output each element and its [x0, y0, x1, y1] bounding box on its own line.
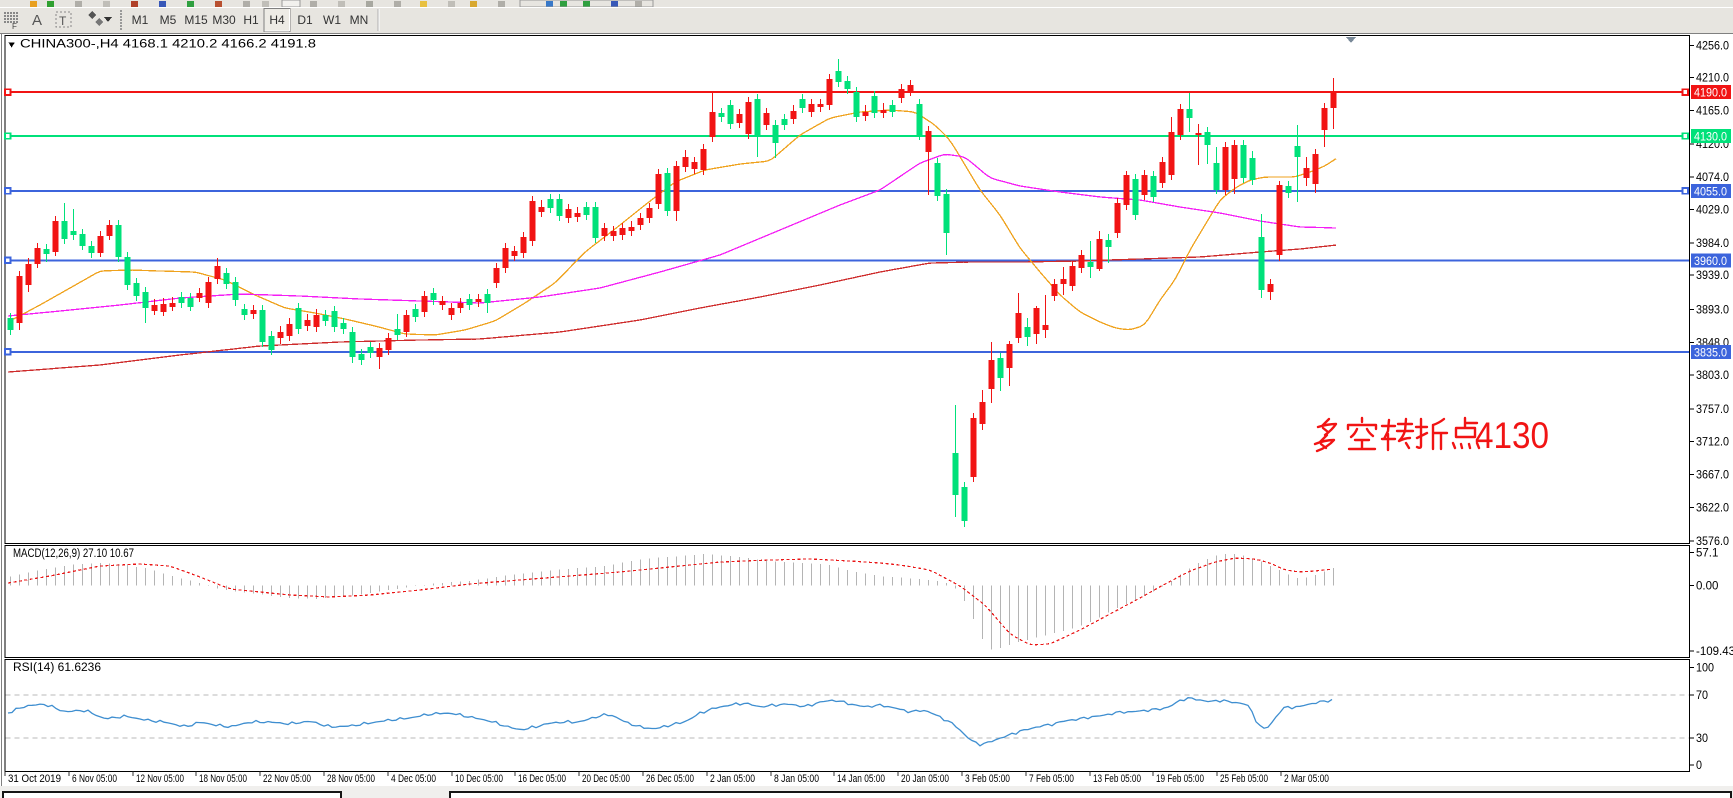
svg-text:8 Jan 05:00: 8 Jan 05:00: [774, 773, 819, 785]
svg-text:4 Dec 05:00: 4 Dec 05:00: [391, 773, 436, 785]
svg-text:4210.0: 4210.0: [1696, 73, 1729, 85]
svg-text:13 Feb 05:00: 13 Feb 05:00: [1093, 773, 1141, 785]
svg-text:M15: M15: [184, 13, 208, 27]
svg-text:3960.0: 3960.0: [1694, 256, 1727, 268]
svg-text:3939.0: 3939.0: [1696, 270, 1729, 282]
svg-text:4130.0: 4130.0: [1694, 132, 1727, 144]
svg-text:-109.43: -109.43: [1696, 646, 1733, 658]
svg-text:M1: M1: [132, 13, 149, 27]
svg-text:70: 70: [1696, 690, 1708, 702]
svg-text:3712.0: 3712.0: [1696, 437, 1729, 449]
svg-text:MACD(12,26,9) 27.10 10.67: MACD(12,26,9) 27.10 10.67: [13, 548, 134, 560]
svg-text:H4: H4: [269, 13, 285, 27]
svg-text:4074.0: 4074.0: [1696, 172, 1729, 184]
svg-text:57.1: 57.1: [1696, 548, 1718, 560]
svg-text:4055.0: 4055.0: [1694, 186, 1727, 198]
svg-text:22 Nov 05:00: 22 Nov 05:00: [263, 773, 311, 785]
svg-text:3803.0: 3803.0: [1696, 370, 1729, 382]
svg-text:4130: 4130: [1475, 415, 1549, 456]
svg-text:19 Feb 05:00: 19 Feb 05:00: [1156, 773, 1204, 785]
svg-text:20 Jan 05:00: 20 Jan 05:00: [901, 773, 949, 785]
svg-text:W1: W1: [323, 13, 341, 27]
svg-text:26 Dec 05:00: 26 Dec 05:00: [646, 773, 694, 785]
svg-text:18 Nov 05:00: 18 Nov 05:00: [199, 773, 247, 785]
svg-text:3 Feb 05:00: 3 Feb 05:00: [965, 773, 1010, 785]
svg-text:0: 0: [1696, 760, 1702, 772]
svg-text:H1: H1: [243, 13, 259, 27]
svg-text:10 Dec 05:00: 10 Dec 05:00: [455, 773, 503, 785]
svg-text:2 Jan 05:00: 2 Jan 05:00: [710, 773, 755, 785]
svg-text:31 Oct 2019: 31 Oct 2019: [8, 773, 61, 785]
svg-text:F: F: [12, 22, 17, 31]
svg-text:16 Dec 05:00: 16 Dec 05:00: [518, 773, 566, 785]
svg-text:2 Mar 05:00: 2 Mar 05:00: [1284, 773, 1329, 785]
svg-text:3984.0: 3984.0: [1696, 238, 1729, 250]
svg-text:4256.0: 4256.0: [1696, 41, 1729, 53]
svg-text:3893.0: 3893.0: [1696, 304, 1729, 316]
svg-text:3757.0: 3757.0: [1696, 404, 1729, 416]
svg-text:0.00: 0.00: [1696, 580, 1718, 592]
svg-text:3835.0: 3835.0: [1694, 347, 1727, 359]
svg-text:6 Nov 05:00: 6 Nov 05:00: [72, 773, 117, 785]
svg-text:14 Jan 05:00: 14 Jan 05:00: [837, 773, 885, 785]
svg-text:A: A: [32, 12, 42, 29]
svg-text:D1: D1: [297, 13, 313, 27]
svg-text:25 Feb 05:00: 25 Feb 05:00: [1220, 773, 1268, 785]
svg-text:3622.0: 3622.0: [1696, 503, 1729, 515]
svg-text:4190.0: 4190.0: [1694, 88, 1727, 100]
svg-text:30: 30: [1696, 733, 1708, 745]
svg-text:4165.0: 4165.0: [1696, 106, 1729, 118]
svg-text:12 Nov 05:00: 12 Nov 05:00: [136, 773, 184, 785]
svg-text:7 Feb 05:00: 7 Feb 05:00: [1029, 773, 1074, 785]
svg-text:4029.0: 4029.0: [1696, 204, 1729, 216]
svg-text:M30: M30: [212, 13, 236, 27]
svg-text:T: T: [59, 14, 67, 28]
svg-text:20 Dec 05:00: 20 Dec 05:00: [582, 773, 630, 785]
svg-text:MN: MN: [350, 13, 369, 27]
svg-text:3667.0: 3667.0: [1696, 470, 1729, 482]
svg-text:3576.0: 3576.0: [1696, 536, 1729, 548]
svg-text:M5: M5: [160, 13, 177, 27]
svg-text:100: 100: [1696, 663, 1714, 675]
svg-text:28 Nov 05:00: 28 Nov 05:00: [327, 773, 375, 785]
svg-text:CHINA300-,H4 4168.1 4210.2 41: CHINA300-,H4 4168.1 4210.2 4166.2 4191.8: [20, 39, 316, 51]
svg-text:RSI(14) 61.6236: RSI(14) 61.6236: [13, 662, 101, 674]
